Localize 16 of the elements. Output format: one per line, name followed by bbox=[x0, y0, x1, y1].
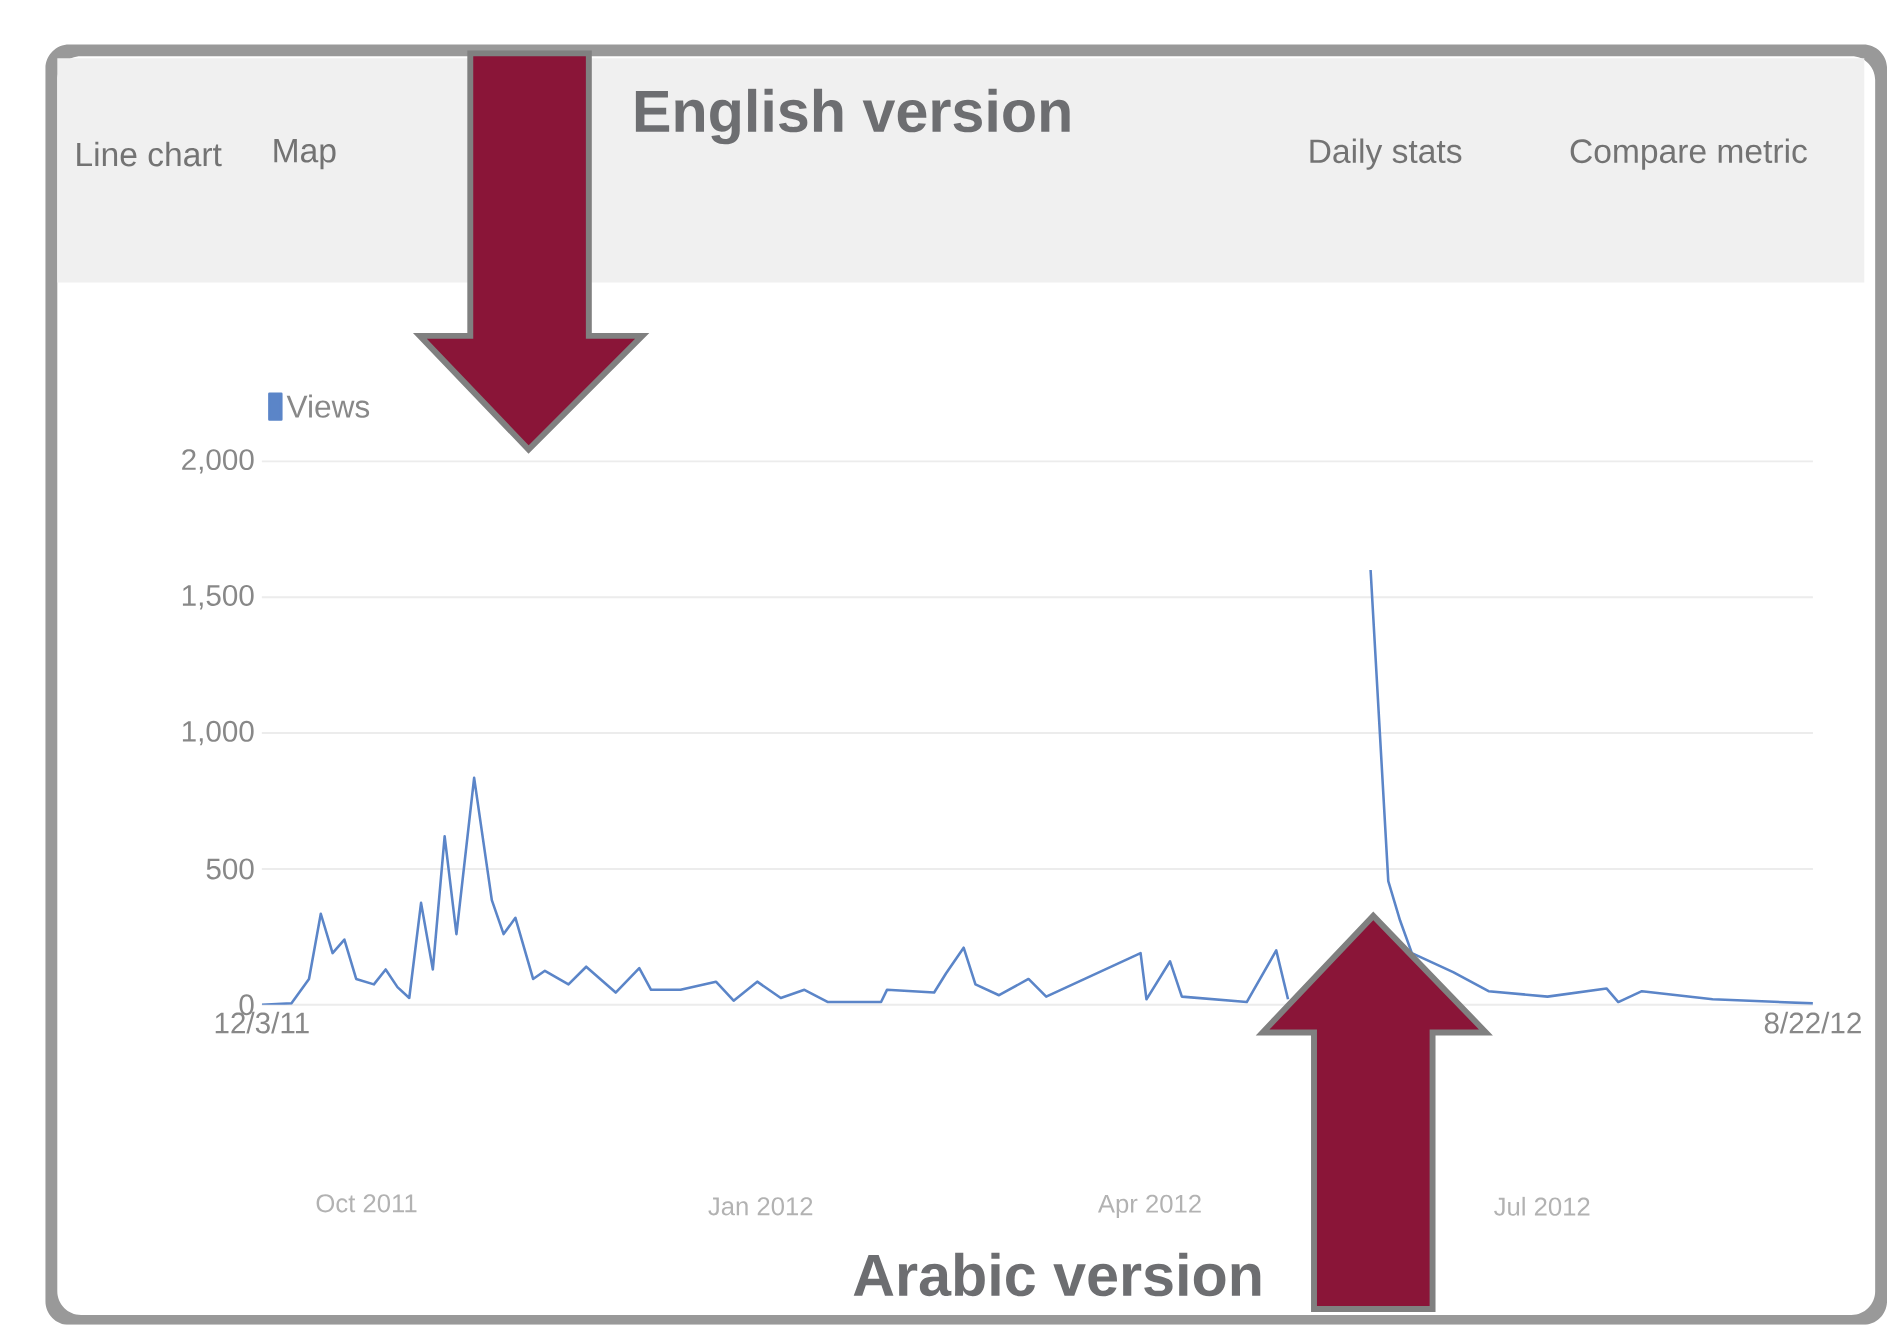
y-tick-label: 1,500 bbox=[182, 585, 254, 610]
text: Line chart bbox=[77, 141, 222, 167]
text: Arabic version bbox=[853, 1252, 1261, 1297]
text: English version bbox=[635, 88, 1070, 145]
y-tick-label: 500 bbox=[206, 858, 254, 880]
legend-label: Views bbox=[286, 394, 370, 418]
x-tick-label: 8/22/12 bbox=[1764, 1011, 1861, 1034]
text: Compare metric bbox=[1570, 138, 1807, 170]
text: Jul 2012 bbox=[1494, 1196, 1590, 1216]
text: Jan 2012 bbox=[708, 1197, 813, 1216]
text: Daily stats bbox=[1310, 138, 1462, 170]
text: Map bbox=[274, 139, 336, 170]
y-tick-label: 1,000 bbox=[182, 720, 254, 746]
y-tick-label: 2,000 bbox=[182, 449, 254, 474]
text: Oct 2011 bbox=[316, 1194, 417, 1213]
text: Apr 2012 bbox=[1097, 1194, 1201, 1218]
